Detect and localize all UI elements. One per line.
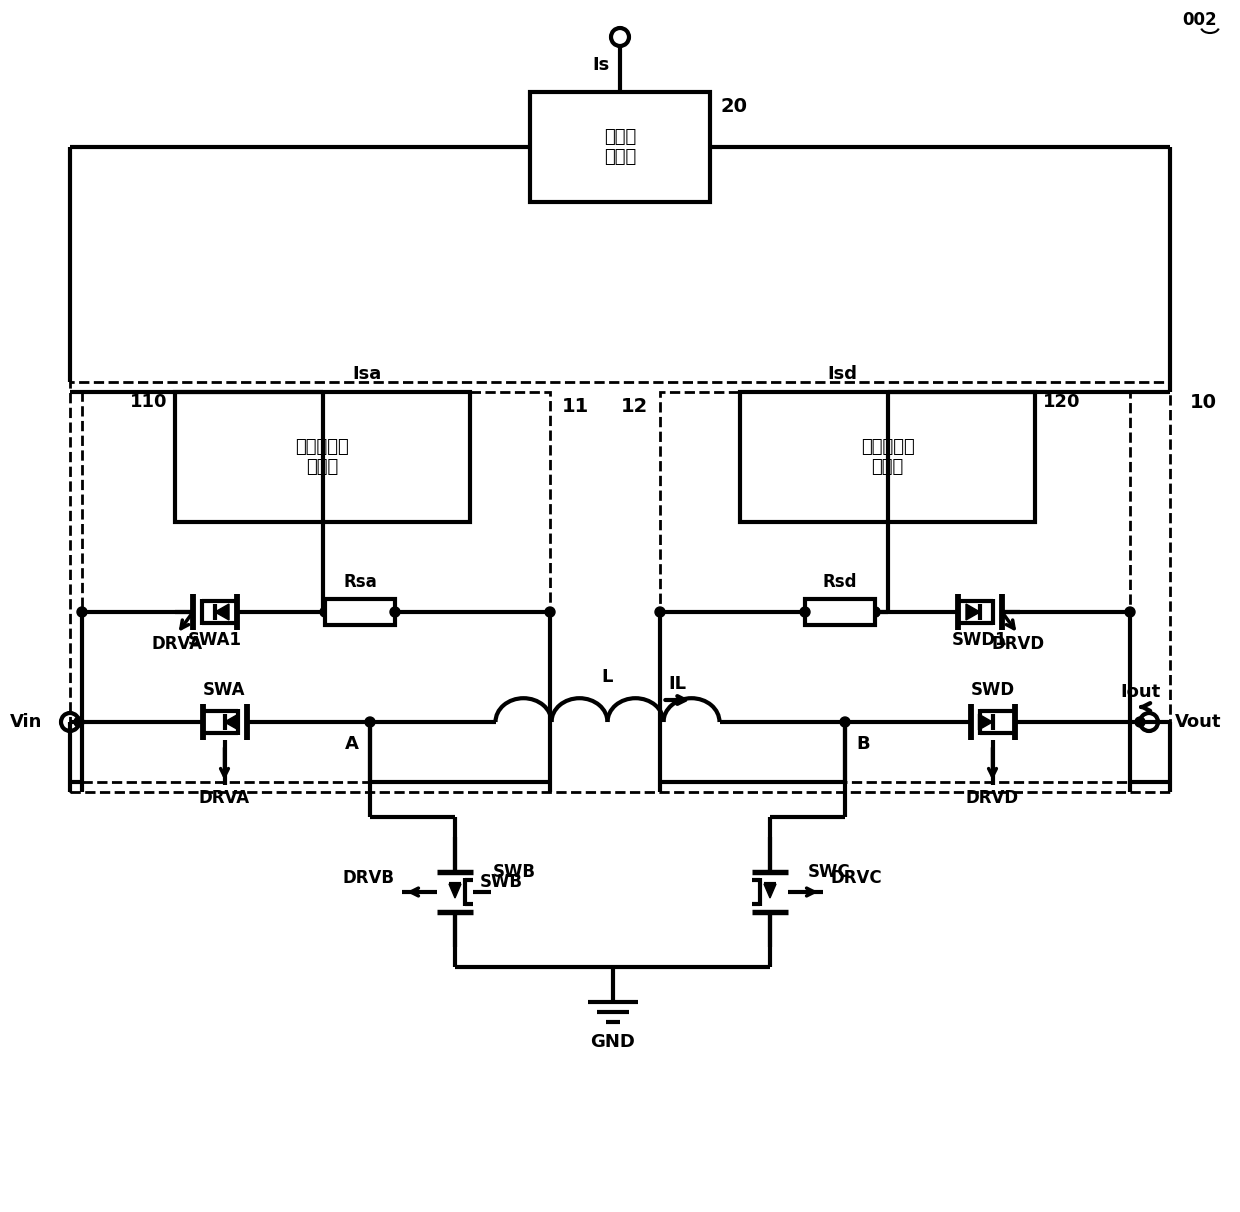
Text: Rsa: Rsa [343,573,377,591]
Text: 110: 110 [129,393,167,411]
Circle shape [1135,718,1145,727]
Text: DRVA: DRVA [198,789,250,807]
Text: SWB: SWB [494,863,536,881]
Text: Vout: Vout [1176,713,1221,731]
Text: SWD1: SWD1 [952,631,1008,648]
Bar [660,391,1130,782]
Polygon shape [224,714,238,730]
Bar [529,92,711,202]
Text: Isa: Isa [352,365,382,383]
Text: SWA: SWA [203,681,246,699]
Text: 002: 002 [1183,11,1218,29]
Text: 11: 11 [562,398,589,417]
Circle shape [839,718,849,727]
Text: DRVC: DRVC [830,869,882,887]
Text: IL: IL [668,675,687,693]
Text: Is: Is [591,56,609,74]
Circle shape [74,718,84,727]
Polygon shape [966,604,980,621]
Text: 12: 12 [621,398,649,417]
Polygon shape [449,884,461,898]
Text: B: B [856,734,869,753]
Text: DRVB: DRVB [343,869,396,887]
Circle shape [77,607,87,617]
Circle shape [870,607,880,617]
Text: 采样信号放
大电路: 采样信号放 大电路 [295,438,350,476]
Bar [82,391,551,782]
Text: SWC: SWC [808,863,851,881]
Circle shape [391,607,401,617]
Text: GND: GND [590,1033,635,1051]
Text: 10: 10 [1190,393,1216,412]
Text: SWD: SWD [971,681,1014,699]
Bar [175,391,470,522]
Text: 采样信号放
大电路: 采样信号放 大电路 [861,438,914,476]
Text: DRVD: DRVD [966,789,1019,807]
Polygon shape [764,884,776,898]
Bar [740,391,1035,522]
Circle shape [365,718,374,727]
Text: 120: 120 [1043,393,1080,411]
Bar [325,599,396,625]
Bar [69,382,1171,791]
Text: L: L [601,668,614,686]
Text: Isd: Isd [827,365,858,383]
Circle shape [1125,607,1135,617]
Circle shape [655,607,665,617]
Text: Vin: Vin [10,713,42,731]
Circle shape [546,607,556,617]
Circle shape [870,607,880,617]
Text: A: A [345,734,358,753]
Text: SWB: SWB [480,873,523,891]
Text: DRVD: DRVD [992,635,1044,653]
Bar [805,599,875,625]
Text: 电流处
理电路: 电流处 理电路 [604,127,636,166]
Text: Iout: Iout [1120,684,1161,701]
Text: SWA1: SWA1 [188,631,242,648]
Text: 20: 20 [720,97,746,116]
Text: Rsd: Rsd [823,573,857,591]
Polygon shape [978,714,992,730]
Circle shape [320,607,330,617]
Circle shape [800,607,810,617]
Polygon shape [215,604,229,621]
Text: DRVA: DRVA [151,635,202,653]
